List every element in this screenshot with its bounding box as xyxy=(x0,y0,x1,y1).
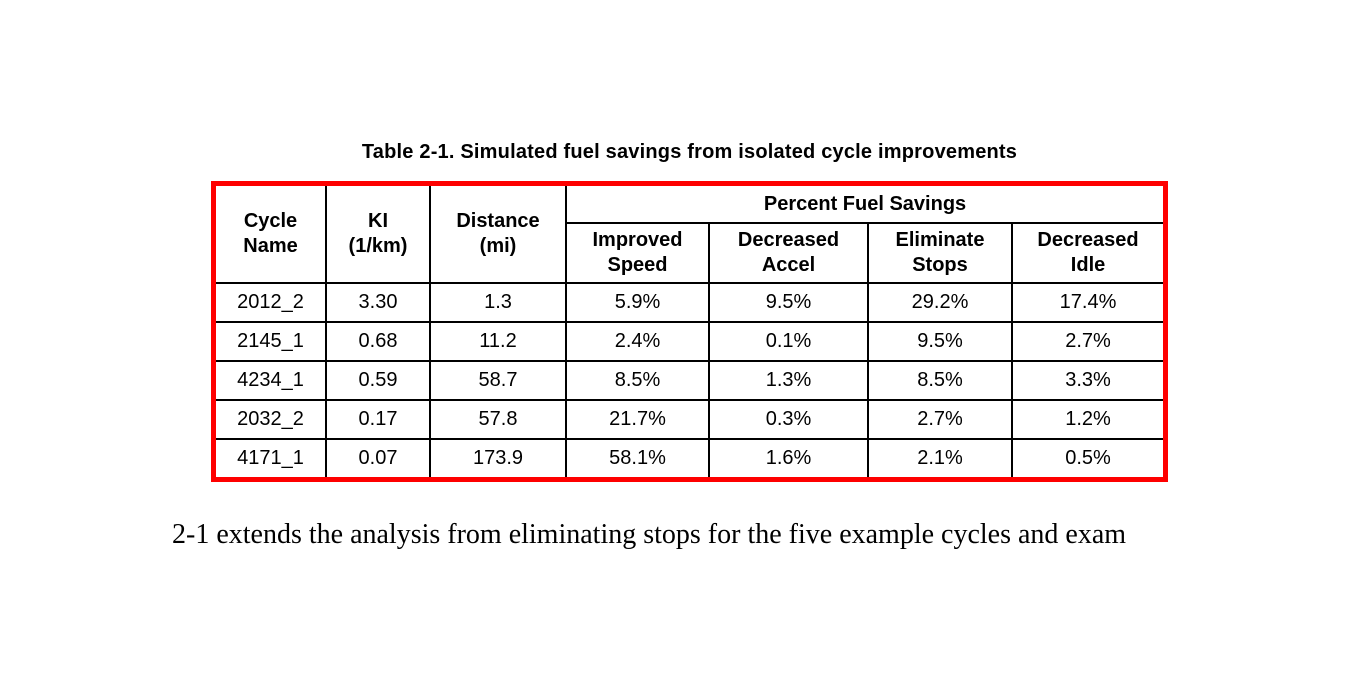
cell-ki: 0.07 xyxy=(325,438,431,478)
col-header-eliminate-stops: Eliminate Stops xyxy=(867,222,1013,284)
cell-improved-speed: 2.4% xyxy=(565,321,710,362)
cell-distance: 57.8 xyxy=(429,399,567,440)
cell-decreased-idle: 2.7% xyxy=(1010,321,1165,362)
col-header-improved-speed: Improved Speed xyxy=(565,222,710,284)
table-row: 4171_1 0.07 173.9 58.1% 1.6% 2.1% 0.5% xyxy=(215,438,1165,478)
cell-eliminate-stops: 8.5% xyxy=(867,360,1013,401)
cell-cycle-name: 4171_1 xyxy=(215,438,327,478)
cell-decreased-accel: 1.6% xyxy=(708,438,869,478)
cell-improved-speed: 21.7% xyxy=(565,399,710,440)
cell-improved-speed: 5.9% xyxy=(565,282,710,323)
table-title: Table 2-1. Simulated fuel savings from i… xyxy=(361,141,1018,163)
cell-eliminate-stops: 29.2% xyxy=(867,282,1013,323)
cell-improved-speed: 58.1% xyxy=(565,438,710,478)
col-header-cycle-name: Cycle Name xyxy=(215,185,327,284)
table-row: 2145_1 0.68 11.2 2.4% 0.1% 9.5% 2.7% xyxy=(215,321,1165,362)
table-row: 2012_2 3.30 1.3 5.9% 9.5% 29.2% 17.4% xyxy=(215,282,1165,323)
table-row: 4234_1 0.59 58.7 8.5% 1.3% 8.5% 3.3% xyxy=(215,360,1165,401)
cell-decreased-idle: 17.4% xyxy=(1010,282,1165,323)
cell-distance: 58.7 xyxy=(429,360,567,401)
cell-ki: 0.59 xyxy=(325,360,431,401)
header-row-group: Cycle Name KI (1/km) Distance (mi) Perce… xyxy=(215,185,1165,284)
cell-decreased-accel: 9.5% xyxy=(708,282,869,323)
body-text: 2-1 extends the analysis from eliminatin… xyxy=(172,519,1127,550)
col-group-percent-fuel-savings: Percent Fuel Savings xyxy=(564,185,1165,224)
table-row: 2032_2 0.17 57.8 21.7% 0.3% 2.7% 1.2% xyxy=(215,399,1165,440)
cell-distance: 1.3 xyxy=(429,282,567,323)
col-header-decreased-idle: Decreased Idle xyxy=(1010,222,1165,284)
cell-eliminate-stops: 9.5% xyxy=(867,321,1013,362)
cell-ki: 0.17 xyxy=(325,399,431,440)
cell-eliminate-stops: 2.7% xyxy=(867,399,1013,440)
cell-cycle-name: 4234_1 xyxy=(215,360,327,401)
cell-cycle-name: 2145_1 xyxy=(215,321,327,362)
cell-ki: 0.68 xyxy=(325,321,431,362)
col-header-ki: KI (1/km) xyxy=(325,185,431,284)
cell-decreased-accel: 1.3% xyxy=(708,360,869,401)
cell-ki: 3.30 xyxy=(325,282,431,323)
cell-cycle-name: 2012_2 xyxy=(215,282,327,323)
fuel-savings-table: Cycle Name KI (1/km) Distance (mi) Perce… xyxy=(215,185,1165,478)
fuel-savings-table-frame: Cycle Name KI (1/km) Distance (mi) Perce… xyxy=(211,181,1169,482)
cell-decreased-idle: 0.5% xyxy=(1010,438,1165,478)
col-header-distance: Distance (mi) xyxy=(429,185,567,284)
col-header-decreased-accel: Decreased Accel xyxy=(708,222,869,284)
cell-improved-speed: 8.5% xyxy=(565,360,710,401)
cell-distance: 173.9 xyxy=(429,438,567,478)
cell-decreased-idle: 3.3% xyxy=(1010,360,1165,401)
cell-cycle-name: 2032_2 xyxy=(215,399,327,440)
cell-decreased-accel: 0.3% xyxy=(708,399,869,440)
cell-distance: 11.2 xyxy=(429,321,567,362)
cell-decreased-idle: 1.2% xyxy=(1010,399,1165,440)
header-row-sub: Improved Speed Decreased Accel Eliminate… xyxy=(216,222,1165,284)
cell-eliminate-stops: 2.1% xyxy=(867,438,1013,478)
cell-decreased-accel: 0.1% xyxy=(708,321,869,362)
